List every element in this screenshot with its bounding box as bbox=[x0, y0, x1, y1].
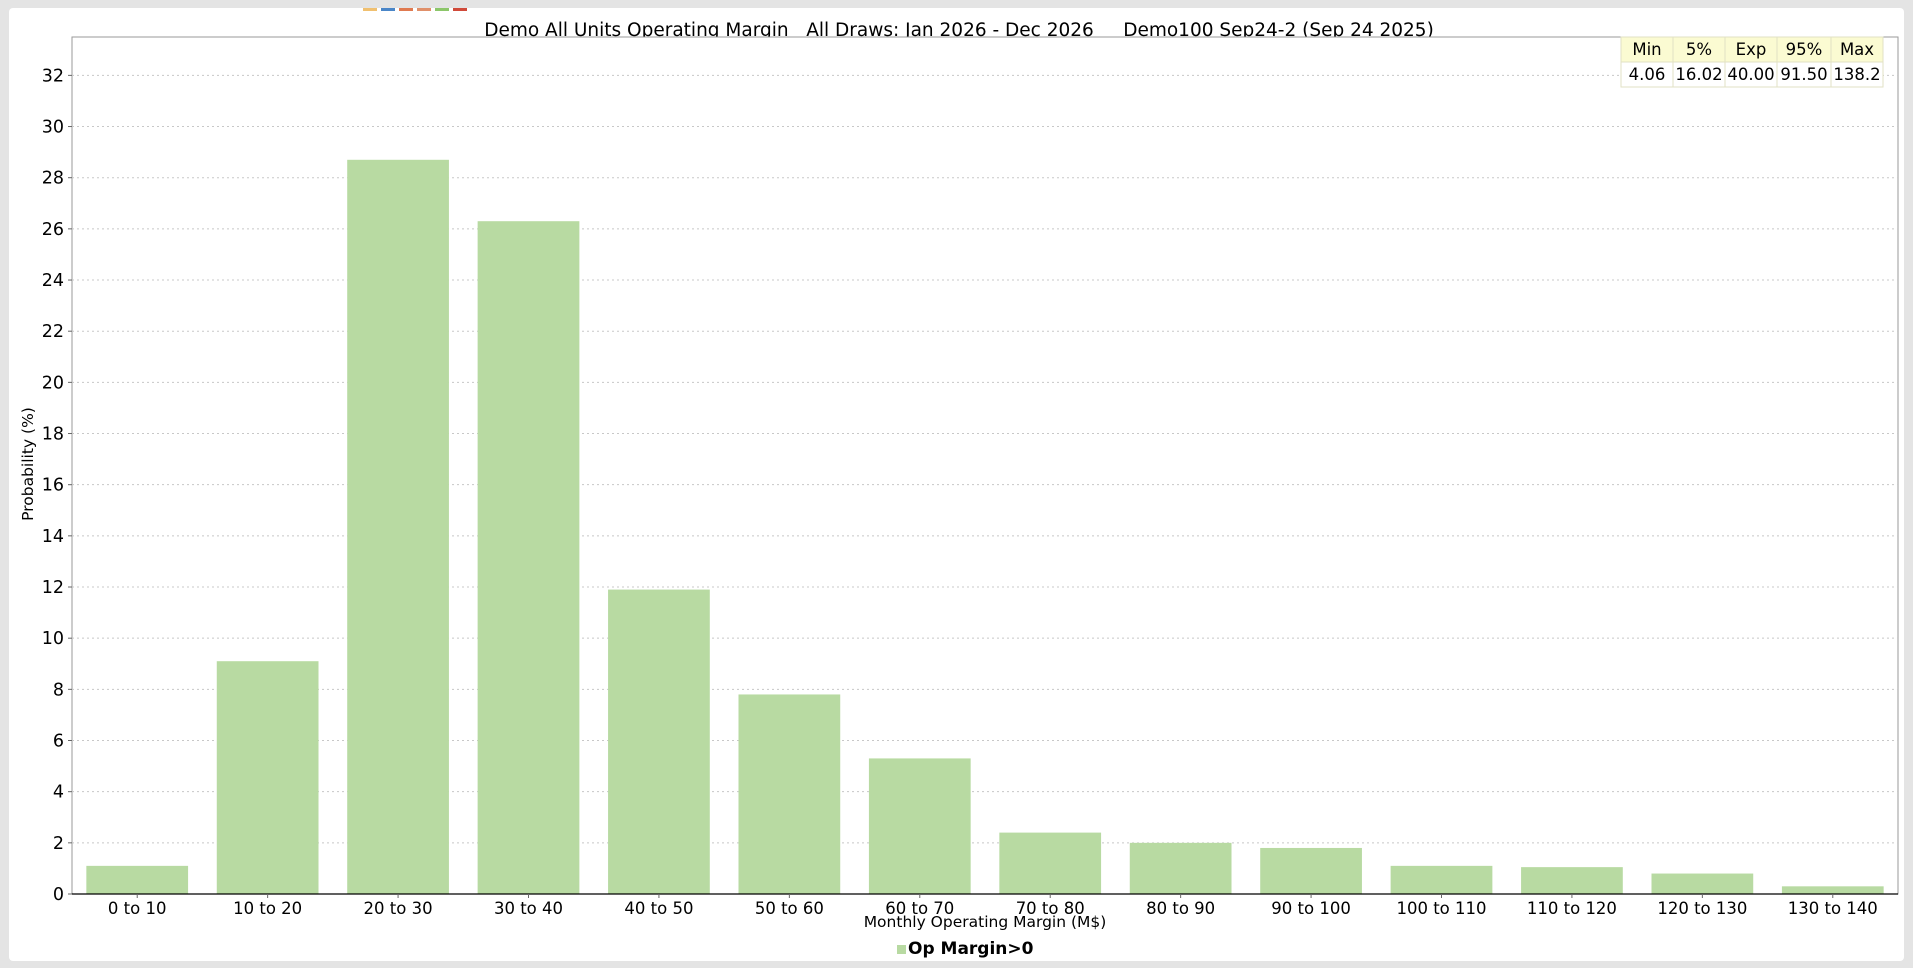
x-tick-label: 90 to 100 bbox=[1271, 899, 1351, 918]
stats-value-cell bbox=[1620, 61, 1674, 88]
bar bbox=[216, 661, 319, 894]
y-tick-label: 16 bbox=[42, 476, 64, 496]
x-tick-label: 60 to 70 bbox=[885, 899, 954, 918]
bar bbox=[1521, 867, 1623, 894]
x-tick-label: 80 to 90 bbox=[1146, 899, 1215, 918]
y-tick-label: 32 bbox=[42, 66, 64, 86]
y-tick-label: 14 bbox=[42, 527, 64, 547]
y-tick-label: 0 bbox=[53, 885, 64, 905]
y-tick-label: 8 bbox=[53, 680, 64, 700]
y-tick-label: 12 bbox=[42, 578, 64, 598]
bar bbox=[347, 159, 449, 894]
stats-header-label: 5% bbox=[1686, 40, 1712, 59]
y-tick-label: 26 bbox=[42, 220, 64, 240]
y-tick-label: 4 bbox=[53, 783, 64, 803]
gridlines bbox=[72, 74, 1898, 844]
y-tick-label: 22 bbox=[42, 322, 64, 342]
stats-header-cell bbox=[1830, 36, 1884, 63]
bar bbox=[868, 758, 971, 894]
stats-value: 91.50 bbox=[1780, 65, 1827, 84]
x-tick-labels: 0 to 10 10 to 20 20 to 30 30 to 40 40 to 50 5… bbox=[108, 894, 1878, 918]
stats-header-label: 95% bbox=[1786, 40, 1823, 59]
histogram-chart: Demo All Units Operating Margin All Draw… bbox=[19, 20, 1899, 959]
x-tick-label: 130 to 140 bbox=[1788, 899, 1878, 918]
top-swatch bbox=[453, 8, 467, 11]
x-tick-label: 110 to 120 bbox=[1527, 899, 1617, 918]
stats-table: Min 4.06 5% 16.02 Exp 40.00 95% 91.50 Max 138.2 bbox=[1620, 36, 1884, 88]
stats-value: 16.02 bbox=[1675, 65, 1722, 84]
stats-value: 138.2 bbox=[1833, 65, 1880, 84]
x-tick-label: 70 to 80 bbox=[1016, 899, 1085, 918]
x-axis-label: Monthly Operating Margin (M$) bbox=[864, 913, 1107, 931]
x-tick-label: 50 to 60 bbox=[755, 899, 824, 918]
stats-header-cell bbox=[1620, 36, 1674, 63]
top-swatches bbox=[363, 8, 467, 11]
bar bbox=[1651, 873, 1754, 894]
x-tick-label: 120 to 130 bbox=[1657, 899, 1747, 918]
y-tick-label: 2 bbox=[53, 834, 64, 854]
y-axis-label: Probability (%) bbox=[19, 407, 37, 521]
bars bbox=[86, 159, 1884, 894]
x-tick-label: 10 to 20 bbox=[233, 899, 302, 918]
stats-value-cell bbox=[1672, 61, 1726, 88]
bar bbox=[738, 694, 841, 894]
plot-area bbox=[71, 36, 1899, 895]
top-swatch bbox=[417, 8, 431, 11]
y-tick-label: 10 bbox=[42, 629, 64, 649]
stats-value: 4.06 bbox=[1629, 65, 1666, 84]
top-swatch bbox=[399, 8, 413, 11]
y-tick-label: 20 bbox=[42, 373, 64, 393]
y-tick-label: 30 bbox=[42, 118, 64, 138]
top-swatch bbox=[381, 8, 395, 11]
stats-value-cell bbox=[1776, 61, 1832, 88]
bar bbox=[1260, 847, 1362, 894]
stats-value: 40.00 bbox=[1727, 65, 1774, 84]
y-tick-label: 18 bbox=[42, 425, 64, 445]
stats-value-cell bbox=[1724, 61, 1778, 88]
bar bbox=[1129, 842, 1232, 894]
stats-header-label: Min bbox=[1632, 40, 1661, 59]
bar bbox=[608, 589, 710, 894]
top-swatch bbox=[363, 8, 377, 11]
bar bbox=[477, 221, 580, 894]
top-swatch bbox=[435, 8, 449, 11]
y-tick-label: 28 bbox=[42, 169, 64, 189]
stats-header-label: Max bbox=[1840, 40, 1874, 59]
legend-swatch bbox=[897, 945, 906, 954]
bar bbox=[999, 832, 1102, 894]
x-tick-label: 40 to 50 bbox=[624, 899, 693, 918]
bar bbox=[86, 865, 189, 894]
bar bbox=[1390, 865, 1493, 894]
y-tick-label: 6 bbox=[53, 732, 64, 752]
x-tick-label: 30 to 40 bbox=[494, 899, 563, 918]
y-tick-label: 24 bbox=[42, 271, 64, 291]
chart-title: Demo All Units Operating Margin All Draw… bbox=[484, 20, 1434, 41]
x-tick-label: 100 to 110 bbox=[1396, 899, 1486, 918]
bar bbox=[1781, 886, 1884, 894]
legend: Op Margin>0 bbox=[897, 939, 1034, 959]
x-tick-label: 0 to 10 bbox=[108, 899, 167, 918]
stats-value-cell bbox=[1830, 61, 1884, 88]
x-tick-label: 20 to 30 bbox=[364, 899, 433, 918]
chart-frame: Demo All Units Operating Margin All Draw… bbox=[9, 8, 1904, 961]
stats-header-label: Exp bbox=[1736, 40, 1767, 59]
legend-label: Op Margin>0 bbox=[908, 939, 1034, 959]
